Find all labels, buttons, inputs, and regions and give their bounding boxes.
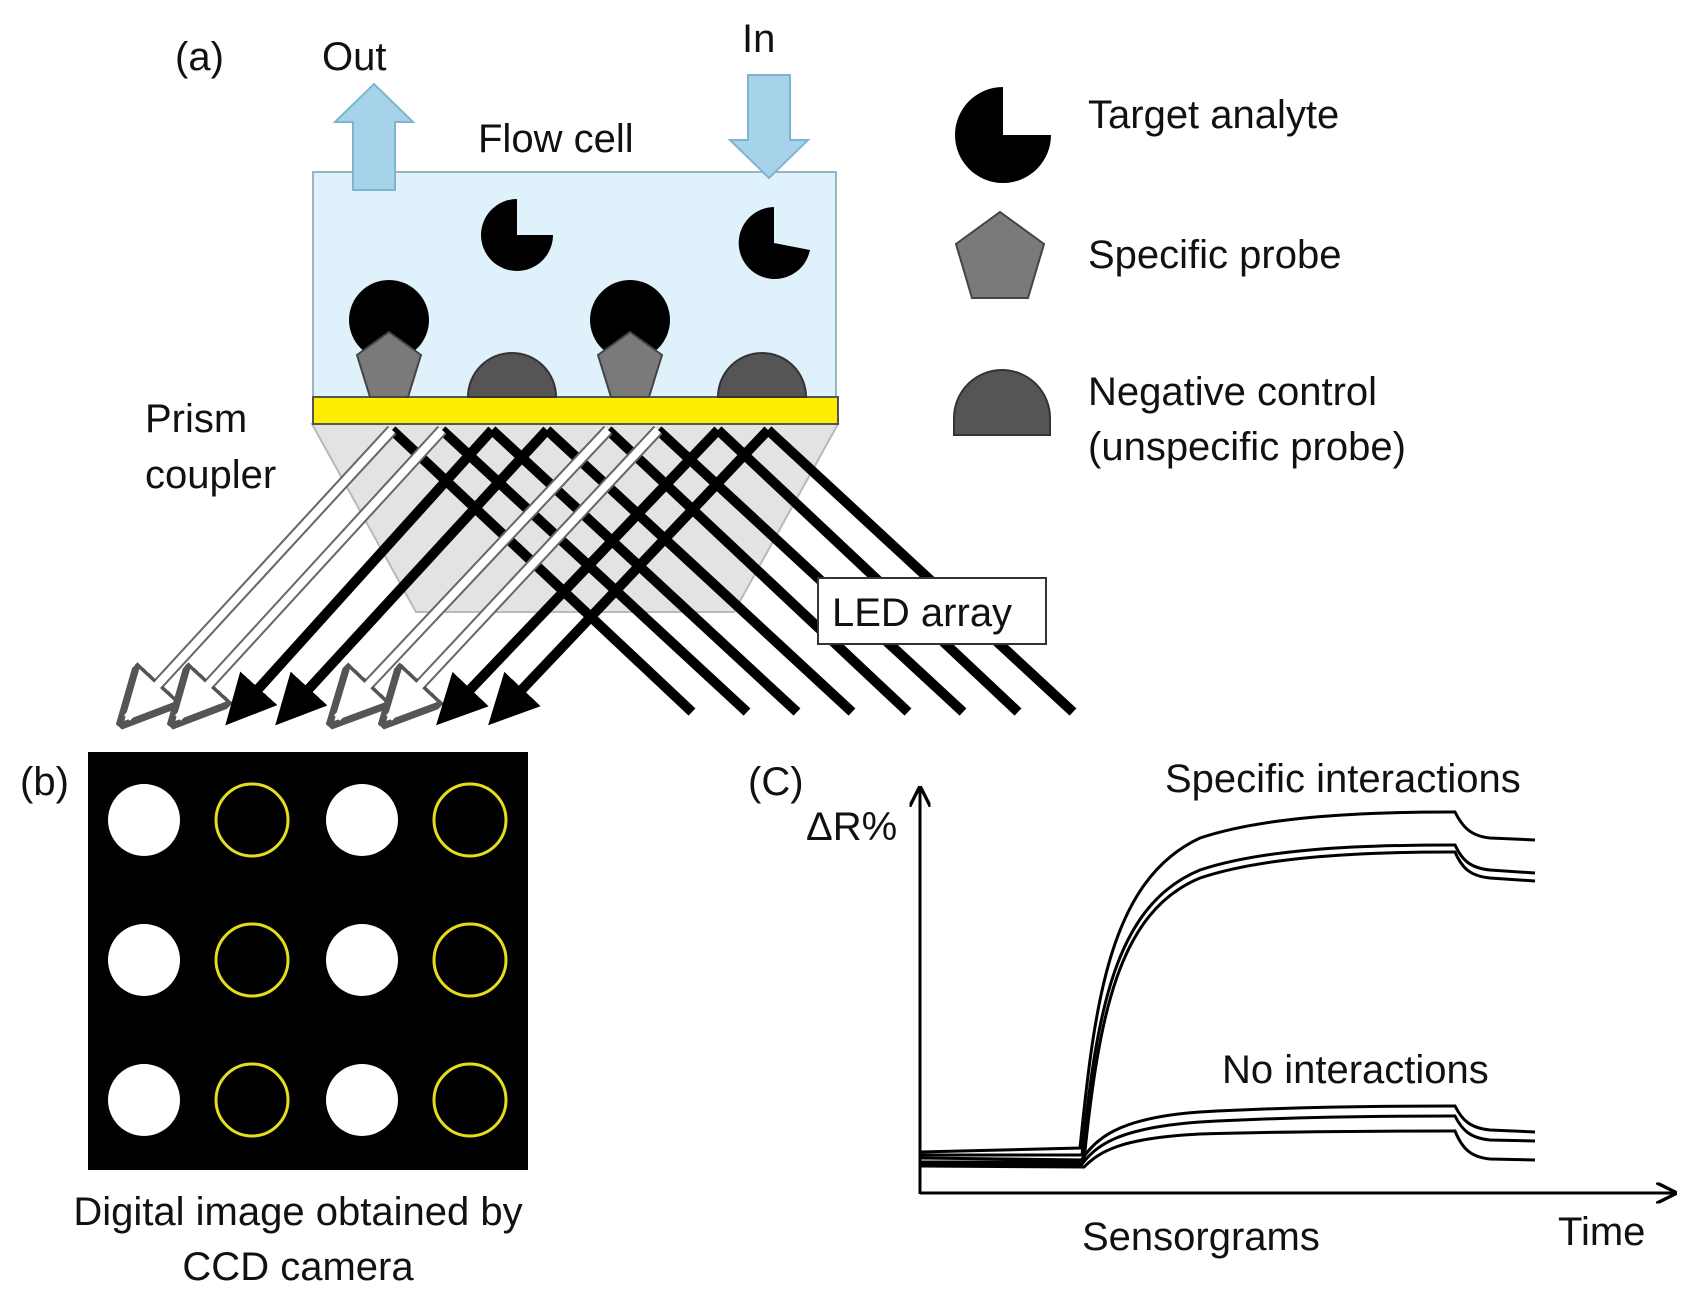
dark-spot <box>214 782 290 858</box>
panel-b: (b) Digital image obtained by CCD camera <box>20 752 528 1289</box>
specific-probe-icon <box>596 330 664 398</box>
gold-film <box>312 396 839 425</box>
flow-cell-label: Flow cell <box>478 117 634 161</box>
reflected-beams <box>127 425 772 726</box>
free-analyte-icon <box>738 207 810 279</box>
bright-spot <box>326 784 398 856</box>
incident-beams <box>388 426 1077 716</box>
bright-spot <box>108 784 180 856</box>
specific-probe-icon <box>954 210 1046 299</box>
panel-a: (a) Out In Flow cell Prism coupler <box>127 17 1077 726</box>
panel-a-label: (a) <box>175 35 224 79</box>
reflected-beam-dark <box>225 426 496 726</box>
panel-c: (C) ΔR% Time Sensorgrams Specific intera… <box>748 757 1675 1259</box>
target-analyte-icon <box>955 87 1051 183</box>
no-interactions-label: No interactions <box>1222 1048 1489 1092</box>
panel-c-label: (C) <box>748 760 804 804</box>
specific-interactions-label: Specific interactions <box>1165 757 1521 801</box>
ccd-caption-line2: CCD camera <box>182 1245 414 1289</box>
free-analyte-icon <box>481 199 553 271</box>
negative-control-icon <box>716 352 808 398</box>
control-curve <box>919 1129 1536 1169</box>
in-label: In <box>742 17 775 61</box>
bright-spot <box>326 924 398 996</box>
bound-analyte-icon <box>590 280 670 360</box>
bright-spot <box>108 1064 180 1136</box>
sensorgram-caption: Sensorgrams <box>1082 1215 1320 1259</box>
specific-curve <box>919 810 1536 1154</box>
legend-item-label: Target analyte <box>1088 93 1339 137</box>
spot-grid <box>108 782 508 1138</box>
bright-spot <box>108 924 180 996</box>
panel-b-label: (b) <box>20 760 69 804</box>
specific-curve <box>919 850 1536 1162</box>
negative-control-icon <box>953 369 1051 436</box>
led-array-box <box>817 577 1047 645</box>
dark-spot <box>214 1062 290 1138</box>
out-arrow-icon <box>332 82 416 191</box>
bound-analyte-icon <box>349 280 429 360</box>
legend: Target analyte Specific probe Negative c… <box>953 87 1406 469</box>
x-axis-label: Time <box>1558 1210 1645 1254</box>
control-curve <box>920 1104 1536 1164</box>
bright-spot <box>326 1064 398 1136</box>
led-array-label: LED array <box>832 591 1012 635</box>
prism-label-line2: coupler <box>145 453 276 497</box>
specific-probe-icon <box>355 330 423 398</box>
legend-item-sublabel: (unspecific probe) <box>1088 425 1406 469</box>
out-label: Out <box>322 35 386 79</box>
legend-item-label: Negative control <box>1088 370 1377 414</box>
dark-spot <box>432 922 508 998</box>
prism-label-line1: Prism <box>145 397 247 441</box>
specific-curve <box>920 843 1536 1157</box>
reflected-beam-dark <box>436 426 722 726</box>
reflected-beam-dark <box>488 426 772 726</box>
negative-control-icon <box>466 352 558 398</box>
dark-spot <box>432 1062 508 1138</box>
sensorgram-curves <box>919 810 1536 1169</box>
in-arrow-icon <box>727 74 811 180</box>
dark-spot <box>214 922 290 998</box>
y-axis-label: ΔR% <box>806 805 897 849</box>
legend-item-label: Specific probe <box>1088 233 1341 277</box>
ccd-caption-line1: Digital image obtained by <box>73 1190 522 1234</box>
dark-spot <box>432 782 508 858</box>
control-curve <box>920 1114 1536 1166</box>
